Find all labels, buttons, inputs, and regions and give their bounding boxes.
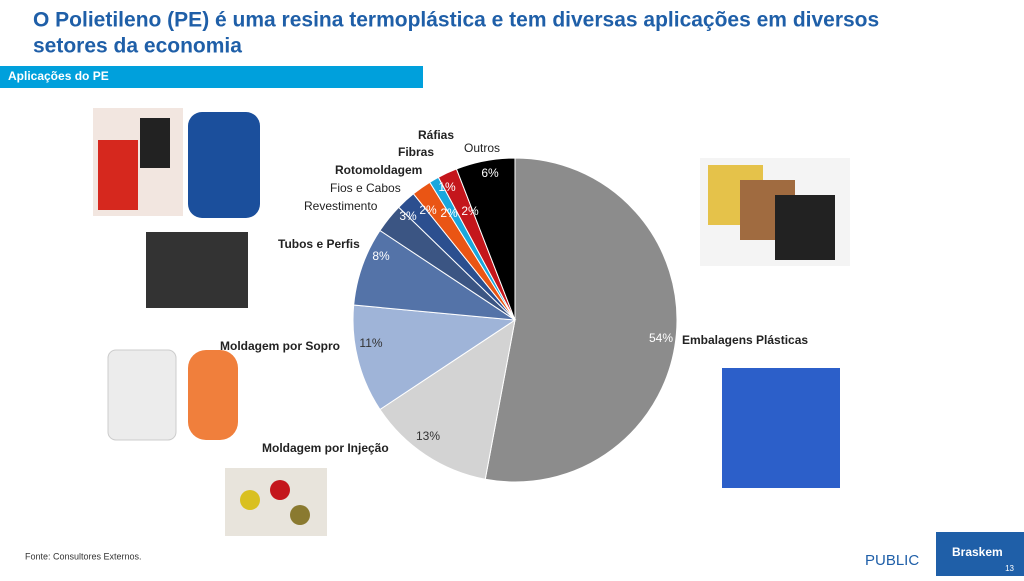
source-note: Fonte: Consultores Externos. bbox=[25, 551, 142, 561]
slice-value-label: 8% bbox=[372, 249, 390, 263]
brand-block bbox=[936, 532, 1024, 576]
classification: PUBLIC bbox=[865, 552, 919, 569]
photo-bottle bbox=[188, 350, 238, 440]
slice-value-label: 1% bbox=[438, 180, 456, 194]
slice-value-label: 6% bbox=[481, 166, 499, 180]
photo-bins bbox=[140, 118, 170, 168]
pie-slice bbox=[352, 304, 517, 411]
slice-value-label: 2% bbox=[440, 206, 458, 220]
photo-caps bbox=[290, 505, 310, 525]
slice-category-label: Embalagens Plásticas bbox=[682, 333, 808, 347]
slice-value-label: 54% bbox=[649, 331, 673, 345]
slice-category-label: Fios e Cabos bbox=[330, 181, 401, 195]
slice-category-label: Rotomoldagem bbox=[335, 163, 422, 177]
slice-value-label: 2% bbox=[419, 203, 437, 217]
slice-category-label: Outros bbox=[464, 141, 500, 155]
photo-resin bbox=[775, 195, 835, 260]
slice-category-label: Ráfias bbox=[418, 128, 454, 142]
section-title: Aplicações do PE bbox=[8, 69, 109, 83]
photo-jerrycan bbox=[107, 349, 177, 441]
photo-packaging bbox=[722, 368, 840, 488]
photo-caps bbox=[240, 490, 260, 510]
photo-pipes bbox=[146, 232, 248, 308]
slice-value-label: 3% bbox=[399, 209, 417, 223]
slice-value-label: 11% bbox=[359, 336, 382, 350]
pie-slice bbox=[484, 157, 678, 483]
photos bbox=[93, 108, 850, 536]
slice-value-label: 2% bbox=[461, 204, 479, 218]
title: O Polietileno (PE) é uma resina termoplá… bbox=[33, 9, 879, 32]
pie-slice bbox=[379, 318, 516, 480]
page-number: 13 bbox=[1005, 564, 1014, 573]
slice-category-label: Revestimento bbox=[304, 199, 378, 213]
slice-value-label: 13% bbox=[416, 429, 440, 443]
photo-tank bbox=[188, 112, 260, 218]
pie-slice bbox=[455, 157, 516, 321]
brand: Braskem bbox=[952, 545, 1003, 559]
slice-category-label: Moldagem por Sopro bbox=[220, 339, 340, 353]
slice-category-label: Tubos e Perfis bbox=[278, 237, 360, 251]
slice-category-label: Fibras bbox=[398, 145, 434, 159]
photo-caps bbox=[270, 480, 290, 500]
photo-bins bbox=[98, 140, 138, 210]
section-bar bbox=[0, 66, 423, 88]
slice-category-label: Moldagem por Injeção bbox=[262, 441, 389, 455]
title: setores da economia bbox=[33, 35, 242, 58]
